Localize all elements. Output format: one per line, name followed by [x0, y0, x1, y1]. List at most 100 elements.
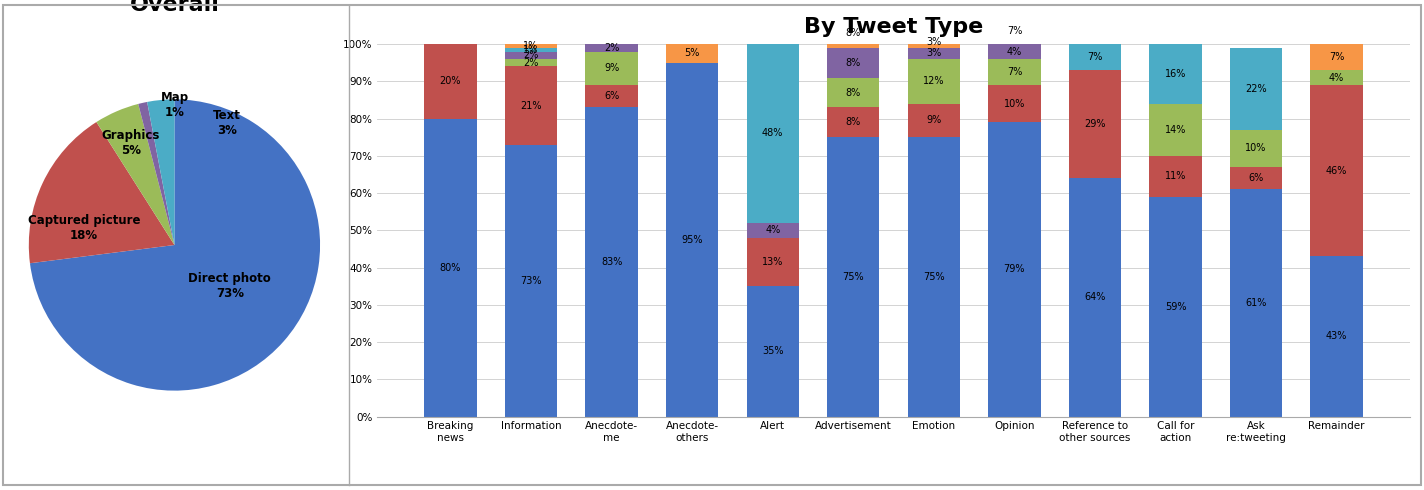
Text: 7%: 7%: [1007, 26, 1022, 36]
Text: 21%: 21%: [520, 100, 541, 111]
Text: 14%: 14%: [1165, 125, 1186, 135]
Text: 1%: 1%: [524, 45, 538, 55]
Text: 83%: 83%: [601, 257, 622, 267]
Bar: [1230, 167, 1282, 189]
Bar: [907, 37, 960, 48]
Text: 20%: 20%: [440, 76, 461, 86]
Bar: [1230, 130, 1282, 167]
Text: 12%: 12%: [923, 76, 944, 86]
Text: 6%: 6%: [604, 91, 619, 101]
Title: By Tweet Type: By Tweet Type: [805, 17, 983, 37]
Bar: [1310, 256, 1363, 416]
Text: 46%: 46%: [1326, 166, 1347, 176]
Text: 4%: 4%: [1007, 47, 1022, 56]
Bar: [585, 107, 638, 416]
Bar: [827, 77, 880, 107]
Text: 9%: 9%: [604, 63, 619, 74]
Bar: [1310, 44, 1363, 70]
Text: 61%: 61%: [1246, 298, 1267, 308]
Bar: [827, 137, 880, 416]
Bar: [827, 107, 880, 137]
Text: Captured picture
18%: Captured picture 18%: [28, 214, 141, 242]
Text: 48%: 48%: [762, 128, 783, 139]
Text: Direct photo
73%: Direct photo 73%: [188, 272, 271, 300]
Text: Map
1%: Map 1%: [161, 91, 188, 119]
Text: 29%: 29%: [1084, 119, 1105, 129]
Text: 35%: 35%: [762, 346, 783, 356]
Wedge shape: [147, 99, 175, 245]
Bar: [1149, 197, 1202, 416]
Wedge shape: [97, 104, 175, 245]
Text: 75%: 75%: [843, 272, 864, 282]
Bar: [746, 286, 799, 416]
Bar: [907, 59, 960, 104]
Bar: [1149, 44, 1202, 104]
Text: 73%: 73%: [520, 275, 541, 286]
Bar: [988, 85, 1041, 122]
Bar: [666, 63, 718, 416]
Bar: [506, 44, 557, 48]
Text: 9%: 9%: [926, 116, 941, 125]
Text: 4%: 4%: [1329, 73, 1344, 83]
Text: 59%: 59%: [1165, 302, 1186, 312]
Bar: [1230, 189, 1282, 416]
Bar: [907, 104, 960, 137]
Bar: [988, 59, 1041, 85]
Bar: [746, 44, 799, 223]
Text: 79%: 79%: [1004, 265, 1025, 274]
Text: 10%: 10%: [1004, 98, 1025, 109]
Bar: [988, 18, 1041, 44]
Bar: [827, 18, 880, 48]
Text: Graphics
5%: Graphics 5%: [101, 129, 159, 157]
Bar: [424, 44, 477, 119]
Text: 11%: 11%: [1165, 172, 1186, 181]
Bar: [1069, 44, 1121, 70]
Text: 2%: 2%: [604, 43, 619, 53]
Bar: [585, 51, 638, 85]
Bar: [585, 44, 638, 51]
Bar: [1069, 178, 1121, 416]
Bar: [506, 48, 557, 51]
Text: 8%: 8%: [846, 28, 862, 38]
Wedge shape: [28, 122, 175, 263]
Bar: [988, 44, 1041, 59]
Bar: [1230, 48, 1282, 130]
Bar: [1149, 104, 1202, 156]
Text: 3%: 3%: [926, 49, 941, 58]
Bar: [907, 48, 960, 59]
Text: 8%: 8%: [846, 58, 862, 68]
Text: 80%: 80%: [440, 263, 461, 272]
Bar: [746, 223, 799, 238]
Text: 8%: 8%: [846, 88, 862, 98]
Text: 7%: 7%: [1329, 52, 1344, 62]
Text: 3%: 3%: [926, 37, 941, 47]
Bar: [506, 51, 557, 59]
Text: 22%: 22%: [1245, 84, 1267, 94]
Wedge shape: [138, 102, 175, 245]
Text: 4%: 4%: [765, 225, 780, 235]
Bar: [1310, 70, 1363, 85]
Bar: [988, 122, 1041, 416]
Bar: [827, 48, 880, 77]
Text: 6%: 6%: [1249, 173, 1263, 183]
Wedge shape: [30, 99, 320, 391]
Bar: [506, 59, 557, 67]
Text: 2%: 2%: [524, 58, 538, 68]
Bar: [666, 44, 718, 63]
Bar: [907, 137, 960, 416]
Bar: [1069, 70, 1121, 178]
Text: 16%: 16%: [1165, 69, 1186, 79]
Text: Text
3%: Text 3%: [214, 109, 241, 137]
Bar: [1149, 156, 1202, 197]
Text: 43%: 43%: [1326, 331, 1347, 342]
Title: Overall: Overall: [130, 0, 219, 15]
Text: 10%: 10%: [1246, 144, 1267, 153]
Text: 2%: 2%: [524, 50, 538, 60]
Text: 95%: 95%: [682, 235, 703, 245]
Bar: [1310, 85, 1363, 256]
Text: 75%: 75%: [923, 272, 944, 282]
Bar: [746, 238, 799, 286]
Bar: [424, 119, 477, 416]
Text: 64%: 64%: [1084, 293, 1105, 302]
Text: 13%: 13%: [762, 257, 783, 267]
